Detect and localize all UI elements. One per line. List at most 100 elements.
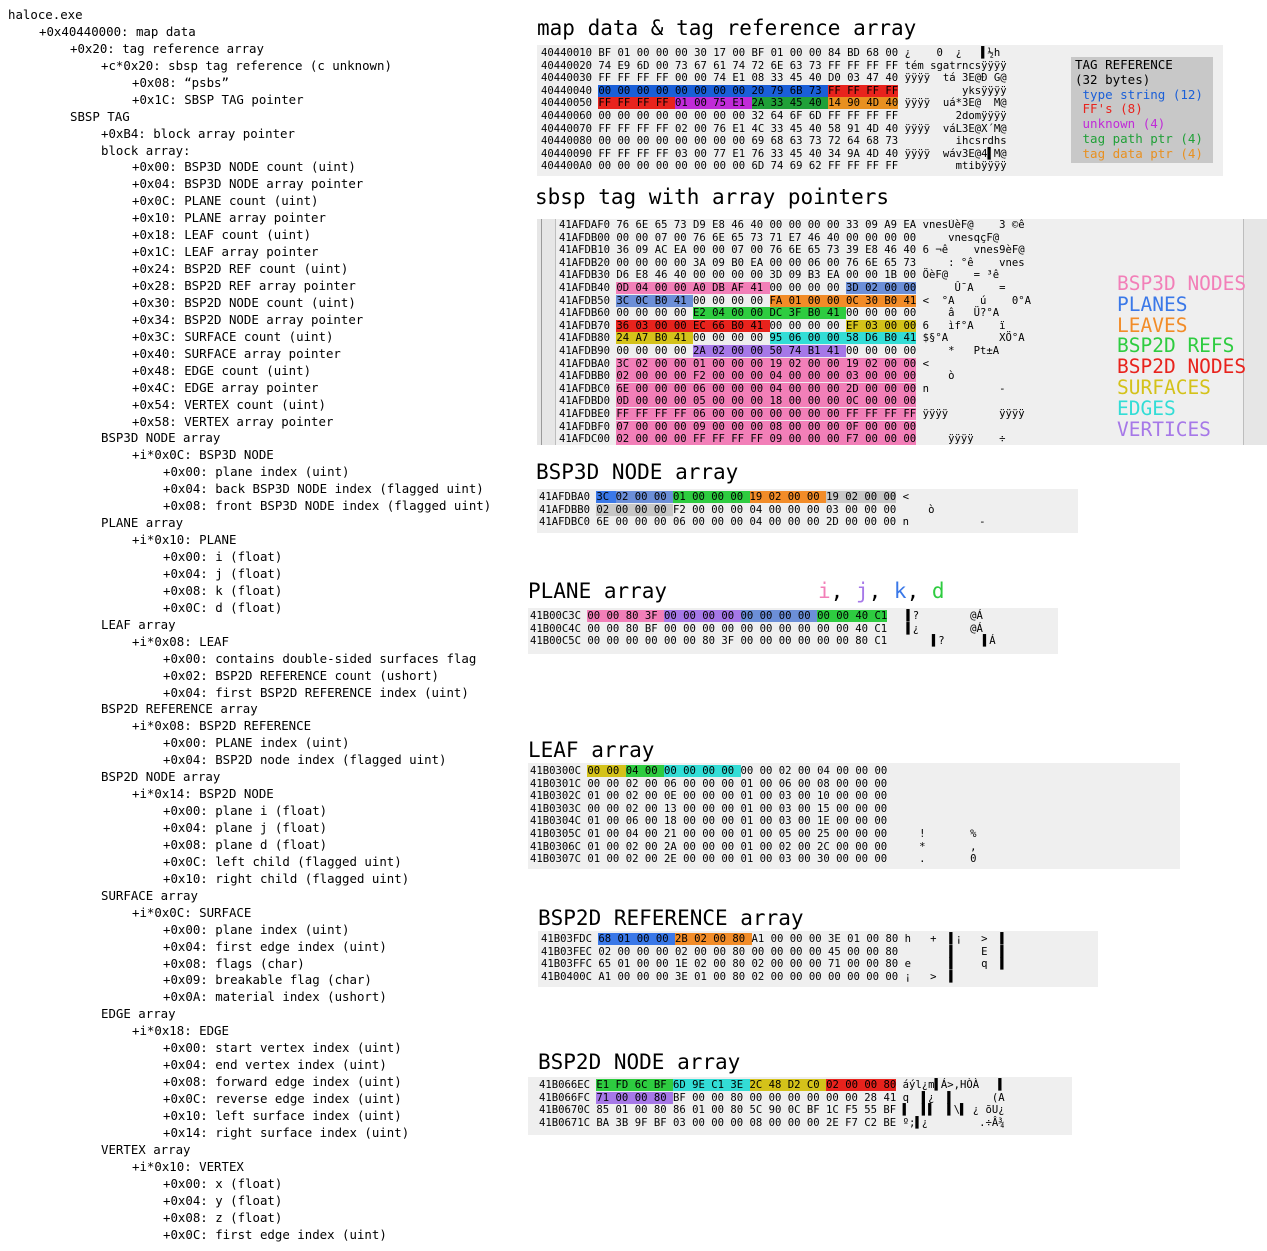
sbsp-legend-item: EDGES xyxy=(1117,396,1176,420)
hex-row: 40440070 FF FF FF FF 02 00 76 E1 4C 33 4… xyxy=(541,123,1223,136)
tree-line: BSP3D NODE array xyxy=(101,430,221,446)
hex-address: 41B0400C xyxy=(541,970,593,983)
hex-row: 41B0300C 00 00 04 00 00 00 00 00 00 00 0… xyxy=(530,765,1180,778)
tree-line: +0x0C: reverse edge index (uint) xyxy=(163,1091,402,1106)
hex-ascii: $§°A XÖ°A xyxy=(922,332,1025,345)
hex-address: 41AFDBF0 xyxy=(559,420,611,433)
hex-bytes: D6 E8 46 40 00 00 00 00 3D 09 B3 EA 00 0… xyxy=(616,269,917,282)
tree-line: +0x48: EDGE count (uint) xyxy=(132,362,312,378)
hex-bytes: 3C 02 00 00 01 00 00 00 19 02 00 00 19 0… xyxy=(596,491,897,503)
hex-bytes: 74 E9 6D 00 73 67 61 74 72 6E 63 73 FF F… xyxy=(598,59,899,72)
hex-address: 41AFDB40 xyxy=(559,281,611,294)
tree-line: +0x40440000: map data xyxy=(39,23,196,39)
hex-bytes: 00 00 80 BF 00 00 00 00 00 00 00 00 00 0… xyxy=(587,622,888,635)
hex-row: 40440080 00 00 00 00 00 00 00 00 69 68 6… xyxy=(541,135,1223,148)
plane-letters-item: i xyxy=(818,579,831,603)
hex-bytes: 76 6E 65 73 D9 E8 46 40 00 00 00 00 33 0… xyxy=(616,219,917,231)
hex-row: 41B0306C 01 00 02 00 2A 00 00 00 01 00 0… xyxy=(530,841,1180,854)
hex-address: 41AFDB30 xyxy=(559,269,611,282)
hex-address: 41AFDBA0 xyxy=(559,357,611,370)
hex-ascii: vnesqçF@ xyxy=(922,231,1000,244)
tree-line: SURFACE array xyxy=(101,887,198,903)
hex-row: 41B0301C 00 00 02 00 06 00 00 00 01 00 0… xyxy=(530,778,1180,791)
hex-row: 41B0671C BA 3B 9F BF 03 00 00 00 08 00 0… xyxy=(539,1117,1072,1130)
hex-bytes: E1 FD 6C BF 6D 9E C1 3E 2C 48 D2 C0 02 0… xyxy=(596,1079,897,1091)
tree-line: +0x18: LEAF count (uint) xyxy=(132,227,312,243)
sbsp-legend-item: SURFACES xyxy=(1117,375,1211,399)
hex-row: 41B0400C A1 00 00 00 3E 01 00 80 02 00 0… xyxy=(541,971,1098,984)
tagref-legend-item: (32 bytes) xyxy=(1075,71,1151,87)
hex-address: 41AFDBA0 xyxy=(539,491,591,503)
hex-bytes: 24 A7 B0 41 00 00 00 00 95 06 00 00 58 D… xyxy=(616,332,917,345)
hex-address: 41B0671C xyxy=(539,1116,591,1129)
tree-line: +0x58: VERTEX array pointer xyxy=(132,413,334,429)
hex-editor-scrollbar[interactable] xyxy=(1243,219,1267,445)
tree-line: +0x00: BSP3D NODE count (uint) xyxy=(132,159,356,175)
hex-row: 41AFDB80 24 A7 B0 41 00 00 00 00 95 06 0… xyxy=(559,332,1267,345)
hex-ascii: n - xyxy=(902,516,986,529)
tree-line: +0x08: forward edge index (uint) xyxy=(163,1074,402,1090)
tree-line: EDGE array xyxy=(101,1006,176,1022)
hex-address: 41B03FFC xyxy=(541,958,593,971)
hex-address: 41B0307C xyxy=(530,853,582,866)
hex-ascii: ò xyxy=(902,503,935,516)
hex-address: 41B0300C xyxy=(530,765,582,777)
hex-address: 41AFDB00 xyxy=(559,231,611,244)
hex-address: 41AFDC00 xyxy=(559,433,611,445)
tree-line: BSP2D REFERENCE array xyxy=(101,701,258,717)
tagref-legend-item: tag data ptr (4) xyxy=(1075,145,1203,161)
hex-row: 41B0305C 01 00 04 00 21 00 00 00 01 00 0… xyxy=(530,828,1180,841)
hex-bytes: 00 00 00 00 00 00 80 3F 00 00 00 00 00 0… xyxy=(587,635,888,648)
hex-bytes: 02 00 00 00 F2 00 00 00 04 00 00 00 03 0… xyxy=(596,503,897,516)
hex-ascii: n - xyxy=(922,382,1006,395)
hex-bytes: 00 00 00 00 E2 04 00 00 DC 3F B0 41 00 0… xyxy=(616,307,917,320)
title-bsp2d-reference-array: BSP2D REFERENCE array xyxy=(538,906,804,930)
hex-address: 404400A0 xyxy=(541,160,593,173)
tree-line: +i*0x08: LEAF xyxy=(132,633,229,649)
hex-ascii: ! % xyxy=(893,827,977,840)
hex-bytes: 00 00 00 00 00 00 00 00 32 64 6F 6D FF F… xyxy=(598,109,899,122)
hex-address: 41B066FC xyxy=(539,1091,591,1104)
tree-line: +0x0C: first edge index (uint) xyxy=(163,1226,387,1242)
hex-ascii: < xyxy=(902,491,910,503)
hex-row: 41B066EC E1 FD 6C BF 6D 9E C1 3E 2C 48 D… xyxy=(539,1079,1072,1092)
tree-line: +0x08: “psbs” xyxy=(132,74,229,90)
hex-address: 41B0302C xyxy=(530,790,582,803)
hex-ascii: ÖèF@ = ³ê xyxy=(922,269,1000,282)
hex-address: 41AFDAF0 xyxy=(559,219,611,231)
hex-row: 41B066FC 71 00 00 80 BF 00 00 80 00 00 0… xyxy=(539,1091,1072,1105)
hex-bytes: 00 00 00 00 3A 09 B0 EA 00 00 06 00 76 6… xyxy=(616,256,917,269)
tree-line: SBSP TAG xyxy=(70,108,130,124)
hex-address: 41AFDB80 xyxy=(559,332,611,345)
hex-row: 41AFDBE0 FF FF FF FF 06 00 00 00 00 00 0… xyxy=(559,407,1267,421)
tree-line: +0x10: PLANE array pointer xyxy=(132,210,326,226)
tree-line: +0x09: breakable flag (char) xyxy=(163,972,372,988)
hex-address: 40440090 xyxy=(541,147,593,160)
hex-bytes: 6E 00 00 00 06 00 00 00 04 00 00 00 2D 0… xyxy=(596,516,897,529)
tree-line: VERTEX array xyxy=(101,1141,191,1157)
tree-line: +0x10: right child (flagged uint) xyxy=(163,870,410,886)
hex-bytes: 00 00 02 00 13 00 00 00 01 00 03 00 15 0… xyxy=(587,802,888,815)
tree-line: +0x02: BSP2D REFERENCE count (ushort) xyxy=(163,667,440,683)
tree-line: +0x04: y (float) xyxy=(163,1192,283,1208)
hex-address: 41AFDBD0 xyxy=(559,395,611,408)
tree-line: +i*0x10: VERTEX xyxy=(132,1158,244,1174)
tree-line: +0x54: VERTEX count (uint) xyxy=(132,396,326,412)
tree-line: +0x08: plane d (float) xyxy=(163,836,328,852)
hex-bytes: 36 09 AC EA 00 00 07 00 76 6E 65 73 39 E… xyxy=(616,244,917,257)
tagref-legend-item: type string (12) xyxy=(1075,86,1203,102)
sbsp-legend-item: BSP3D NODES xyxy=(1117,272,1247,295)
hex-row: 41AFDB90 00 00 00 00 2A 02 00 00 50 74 B… xyxy=(559,344,1267,358)
tree-line: +0x04: first edge index (uint) xyxy=(163,938,387,954)
title-bsp3d-node-array: BSP3D NODE array xyxy=(536,460,739,484)
hex-bytes: 00 00 04 00 00 00 00 00 00 00 02 00 04 0… xyxy=(587,765,888,777)
tree-line: +0x08: front BSP3D NODE index (flagged u… xyxy=(163,498,492,514)
hex-address: 41B00C4C xyxy=(530,622,582,635)
hex-ascii: ÿÿÿÿ wáv3E@4▌M@ xyxy=(904,147,1007,160)
hex-row: 41B0670C 85 01 00 80 86 01 00 80 5C 90 0… xyxy=(539,1104,1072,1117)
tree-line: +0x08: k (float) xyxy=(163,582,283,598)
hex-ascii: ▌ ▌▌ ▌\▌ ¿ õU¿ xyxy=(902,1104,1005,1117)
tree-line: +0x08: z (float) xyxy=(163,1209,283,1225)
plane-letters-item: , xyxy=(868,579,894,603)
tree-line: +i*0x10: PLANE xyxy=(132,532,237,548)
